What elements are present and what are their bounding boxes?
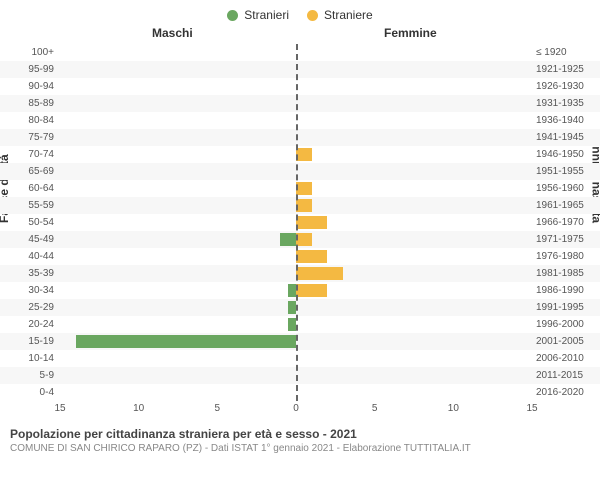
bar-female xyxy=(296,233,312,246)
female-swatch xyxy=(307,10,318,21)
legend-item-male: Stranieri xyxy=(227,8,289,22)
x-tick: 10 xyxy=(448,403,459,414)
table-row: 100+ ≤ 1920 xyxy=(0,44,600,61)
footer: Popolazione per cittadinanza straniera p… xyxy=(0,421,600,454)
birth-label: 1996-2000 xyxy=(532,319,600,330)
table-row: 30-34 1986-1990 xyxy=(0,282,600,299)
age-label: 20-24 xyxy=(0,319,58,330)
table-row: 20-24 1996-2000 xyxy=(0,316,600,333)
table-row: 70-74 1946-1950 xyxy=(0,146,600,163)
x-tick: 5 xyxy=(215,403,221,414)
bar-male xyxy=(280,233,296,246)
table-row: 60-64 1956-1960 xyxy=(0,180,600,197)
x-tick: 15 xyxy=(54,403,65,414)
birth-label: 1961-1965 xyxy=(532,200,600,211)
birth-label: 2006-2010 xyxy=(532,353,600,364)
birth-label: 1971-1975 xyxy=(532,234,600,245)
birth-label: 2016-2020 xyxy=(532,387,600,398)
table-row: 90-94 1926-1930 xyxy=(0,78,600,95)
age-label: 0-4 xyxy=(0,387,58,398)
footer-title: Popolazione per cittadinanza straniera p… xyxy=(10,427,590,441)
table-row: 40-44 1976-1980 xyxy=(0,248,600,265)
birth-label: ≤ 1920 xyxy=(532,47,600,58)
column-headers: Maschi Femmine xyxy=(0,26,600,44)
table-row: 80-84 1936-1940 xyxy=(0,112,600,129)
age-label: 40-44 xyxy=(0,251,58,262)
table-row: 5-9 2011-2015 xyxy=(0,367,600,384)
zero-line xyxy=(296,44,298,401)
bar-female xyxy=(296,216,327,229)
legend-male-label: Stranieri xyxy=(244,8,289,22)
birth-label: 1936-1940 xyxy=(532,115,600,126)
birth-label: 1946-1950 xyxy=(532,149,600,160)
x-tick: 5 xyxy=(372,403,378,414)
bar-male xyxy=(76,335,296,348)
table-row: 45-49 1971-1975 xyxy=(0,231,600,248)
table-row: 0-4 2016-2020 xyxy=(0,384,600,401)
age-label: 85-89 xyxy=(0,98,58,109)
birth-label: 2011-2015 xyxy=(532,370,600,381)
header-female: Femmine xyxy=(384,26,437,40)
age-label: 70-74 xyxy=(0,149,58,160)
table-row: 85-89 1931-1935 xyxy=(0,95,600,112)
bar-female xyxy=(296,267,343,280)
x-tick: 0 xyxy=(293,403,299,414)
table-row: 55-59 1961-1965 xyxy=(0,197,600,214)
table-row: 75-79 1941-1945 xyxy=(0,129,600,146)
age-label: 100+ xyxy=(0,47,58,58)
legend-female-label: Straniere xyxy=(324,8,373,22)
birth-label: 1976-1980 xyxy=(532,251,600,262)
bar-female xyxy=(296,148,312,161)
birth-label: 1951-1955 xyxy=(532,166,600,177)
birth-label: 1986-1990 xyxy=(532,285,600,296)
age-label: 25-29 xyxy=(0,302,58,313)
birth-label: 1981-1985 xyxy=(532,268,600,279)
table-row: 15-19 2001-2005 xyxy=(0,333,600,350)
bar-male xyxy=(288,318,296,331)
age-label: 75-79 xyxy=(0,132,58,143)
legend: Stranieri Straniere xyxy=(0,0,600,26)
legend-item-female: Straniere xyxy=(307,8,373,22)
age-label: 30-34 xyxy=(0,285,58,296)
table-row: 35-39 1981-1985 xyxy=(0,265,600,282)
table-row: 10-14 2006-2010 xyxy=(0,350,600,367)
table-row: 50-54 1966-1970 xyxy=(0,214,600,231)
birth-label: 1956-1960 xyxy=(532,183,600,194)
age-label: 65-69 xyxy=(0,166,58,177)
age-label: 80-84 xyxy=(0,115,58,126)
bar-male xyxy=(288,284,296,297)
x-tick: 10 xyxy=(133,403,144,414)
bar-female xyxy=(296,284,327,297)
age-label: 90-94 xyxy=(0,81,58,92)
birth-label: 1991-1995 xyxy=(532,302,600,313)
birth-label: 1926-1930 xyxy=(532,81,600,92)
birth-label: 1966-1970 xyxy=(532,217,600,228)
age-label: 95-99 xyxy=(0,64,58,75)
bar-female xyxy=(296,182,312,195)
x-tick: 15 xyxy=(526,403,537,414)
table-row: 95-99 1921-1925 xyxy=(0,61,600,78)
birth-label: 1921-1925 xyxy=(532,64,600,75)
male-swatch xyxy=(227,10,238,21)
age-label: 55-59 xyxy=(0,200,58,211)
bar-male xyxy=(288,301,296,314)
age-label: 50-54 xyxy=(0,217,58,228)
bar-female xyxy=(296,250,327,263)
age-label: 35-39 xyxy=(0,268,58,279)
table-row: 25-29 1991-1995 xyxy=(0,299,600,316)
age-label: 45-49 xyxy=(0,234,58,245)
birth-label: 1931-1935 xyxy=(532,98,600,109)
age-label: 5-9 xyxy=(0,370,58,381)
pyramid-chart: Fasce di età Anni di nascita 100+≤ 19209… xyxy=(0,44,600,401)
bar-female xyxy=(296,199,312,212)
birth-label: 1941-1945 xyxy=(532,132,600,143)
header-male: Maschi xyxy=(152,26,193,40)
age-label: 60-64 xyxy=(0,183,58,194)
birth-label: 2001-2005 xyxy=(532,336,600,347)
footer-subtitle: COMUNE DI SAN CHIRICO RAPARO (PZ) - Dati… xyxy=(10,443,590,454)
x-axis: 15 10 5 0 5 10 15 xyxy=(0,403,600,421)
age-label: 10-14 xyxy=(0,353,58,364)
table-row: 65-69 1951-1955 xyxy=(0,163,600,180)
age-label: 15-19 xyxy=(0,336,58,347)
